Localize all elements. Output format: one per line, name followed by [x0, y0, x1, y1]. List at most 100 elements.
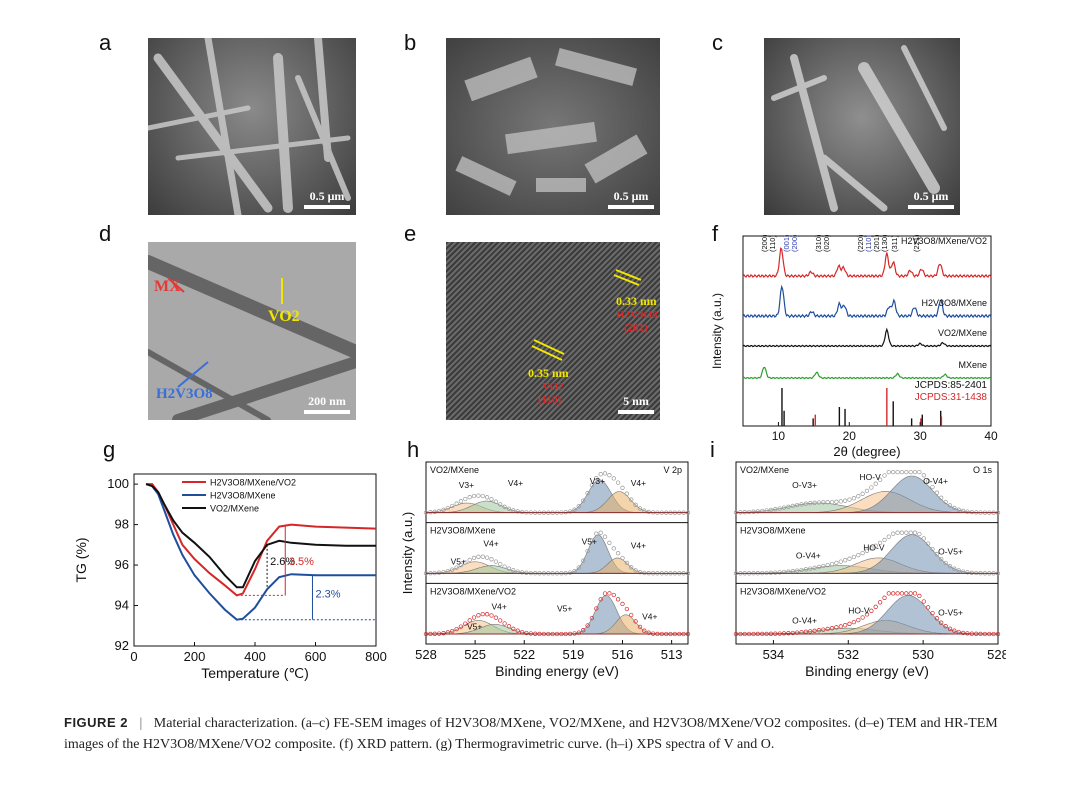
xps-data-point [947, 626, 953, 631]
d-phase-2: VO2 [542, 381, 564, 393]
xps-data-point [480, 493, 485, 499]
xps-data-point [930, 610, 935, 616]
xps-plot-frame [735, 461, 999, 645]
xps-peak-label: HO-V [863, 543, 885, 553]
xps-data-point [646, 630, 651, 635]
xps-data-point [969, 509, 974, 515]
tg-x-tick-label: 600 [305, 649, 327, 664]
xps-data-point [882, 473, 887, 478]
xps-data-point [602, 534, 608, 539]
arrow-mx [167, 277, 185, 293]
xps-data-point [633, 568, 638, 573]
xps-data-point [506, 624, 512, 629]
xrd-peak-label: (310) [814, 234, 823, 252]
tg-legend-label: VO2/MXene [210, 504, 259, 514]
xps-peak-label: O-V4+ [792, 615, 817, 625]
xrd-peak-label: (200) [760, 234, 769, 252]
xps-subpanel-title: H2V3O8/MXene/VO2 [740, 586, 826, 596]
xrd-peak-label: (201) [872, 234, 881, 252]
xps-peak-label: V4+ [631, 478, 646, 488]
xrd-series-label: MXene [958, 360, 987, 370]
xps-data-point [594, 606, 599, 611]
xps-data-point [471, 493, 477, 499]
xps-data-point [506, 566, 512, 571]
xrd-series-line [742, 366, 992, 380]
xps-data-point [476, 613, 481, 618]
xps-data-point [572, 631, 577, 636]
xps-data-point [620, 555, 625, 561]
tg-annotation-3: 2.3% [316, 588, 341, 600]
d-spacing-1: 0.33 nm [616, 294, 657, 308]
xps-data-point [642, 628, 647, 633]
xps-data-point [650, 631, 656, 636]
xps-data-point [755, 509, 760, 514]
xps-data-point [463, 496, 468, 502]
tg-y-tick-label: 100 [107, 476, 129, 491]
xps-data-point [576, 504, 581, 509]
xps-data-point [484, 495, 490, 500]
xps-data-point [847, 621, 852, 626]
xps-data-point [825, 500, 830, 505]
xps-data-point [895, 469, 900, 475]
xps-data-point [904, 530, 909, 535]
xps-data-point [620, 485, 625, 490]
sem-image-a: 0.5 μm [148, 38, 356, 215]
xps-data-point [965, 509, 970, 514]
xps-data-point [812, 500, 817, 505]
xps-data-point [476, 554, 481, 559]
xps-data-point [458, 499, 464, 504]
xps-data-point [908, 591, 913, 596]
xps-data-point [572, 507, 577, 512]
tg-y-tick-label: 98 [115, 517, 129, 532]
xps-data-point [450, 628, 455, 634]
xps-data-point [611, 592, 616, 598]
panel-letter-h: h [407, 437, 420, 462]
xps-data-point [441, 507, 446, 512]
xps-data-point [930, 484, 935, 490]
xps-data-point [917, 593, 922, 599]
xps-data-point [493, 615, 499, 620]
xps-data-point [838, 499, 843, 504]
xps-data-point [886, 591, 891, 596]
tg-chart: H2V3O8/MXene/VO2 H2V3O8/MXene VO2/MXene 2.6… [73, 473, 387, 681]
xps-data-point [528, 631, 533, 636]
caption-label: FIGURE 2 [64, 715, 128, 730]
xps-data-point [458, 624, 464, 629]
panel-letter-a: a [99, 30, 112, 55]
xps-data-point [825, 626, 830, 632]
xrd-plot-frame [742, 235, 992, 427]
label-mx: MX [154, 278, 181, 295]
xps-peak-label: V3+ [590, 476, 605, 486]
xps-x-tick-label: 530 [912, 647, 934, 662]
xps-data-point [524, 630, 529, 636]
xps-data-point [594, 476, 599, 481]
xps-data-point [965, 570, 970, 575]
xps-data-point [646, 509, 651, 515]
xps-data-point [825, 562, 830, 568]
label-hvo: H2V3O8 [156, 386, 213, 402]
xps-data-point [515, 628, 520, 633]
xps-data-point [463, 560, 468, 565]
xps-data-point [467, 495, 472, 500]
scale-label-d: 200 nm [308, 394, 346, 408]
xps-data-point [925, 541, 931, 546]
xps-data-point [502, 504, 507, 509]
xps-x-tick-label: 528 [415, 647, 437, 662]
xps-data-point [594, 531, 599, 536]
xps-data-point [808, 501, 813, 506]
xps-subpanel-title: VO2/MXene [430, 465, 479, 475]
xps-data-point [917, 531, 922, 537]
xps-data-point [943, 624, 948, 629]
panel-letter-b: b [404, 30, 417, 55]
xps-peak-label: O-V4+ [923, 476, 948, 486]
xps-data-point [952, 628, 957, 633]
xps-data-point [567, 509, 573, 514]
xps-data-point [908, 530, 913, 535]
xps-data-point [502, 564, 507, 569]
xps-data-point [960, 630, 966, 636]
xrd-x-tick-label: 30 [913, 429, 927, 443]
xps-data-point [489, 497, 494, 502]
tg-y-axis-label: TG (%) [73, 537, 89, 582]
xps-data-point [445, 568, 450, 574]
xps-data-point [611, 546, 616, 551]
